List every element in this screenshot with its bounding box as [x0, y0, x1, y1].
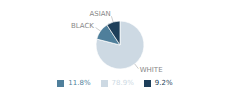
svg-text:ASIAN: ASIAN	[90, 10, 111, 18]
html-text:78.9%: 78.9%	[111, 79, 134, 87]
html-text:11.8%: 11.8%	[68, 79, 91, 87]
svg-text:BLACK: BLACK	[71, 22, 94, 30]
html-text:9.2%: 9.2%	[154, 79, 173, 87]
svg-text:WHITE: WHITE	[140, 66, 163, 74]
